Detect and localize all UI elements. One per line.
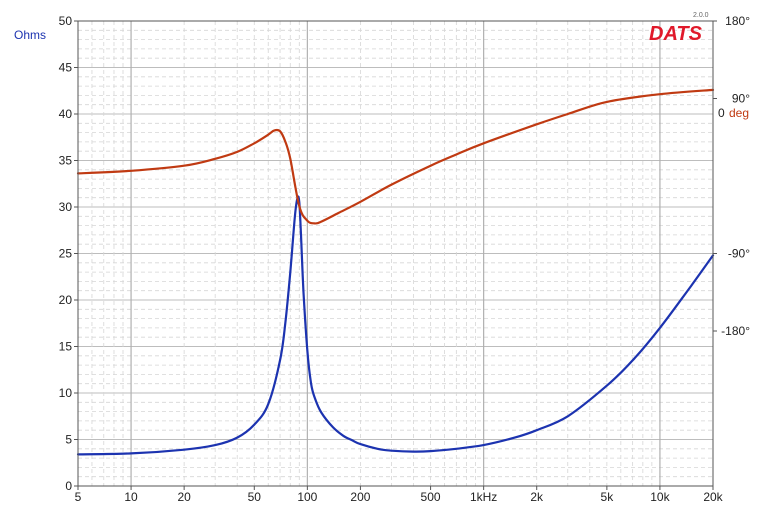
phase-series-line [76, 88, 715, 225]
y-tick-label: 45 [59, 61, 73, 75]
x-tick-label: 10 [124, 490, 138, 504]
x-tick-label: 1kHz [470, 490, 497, 504]
x-tick-label: 200 [350, 490, 370, 504]
phase-tick-label: 90° [732, 92, 750, 106]
y-tick-label: 0 [65, 479, 72, 493]
y-tick-label: 15 [59, 340, 73, 354]
phase-unit-label: deg [729, 106, 749, 120]
y-tick-label: 35 [59, 154, 73, 168]
x-tick-label: 5k [601, 490, 615, 504]
x-tick-label: 10k [650, 490, 670, 504]
x-tick-label: 20 [177, 490, 191, 504]
x-tick-label: 500 [421, 490, 441, 504]
phase-tick-label: 180° [725, 14, 750, 28]
series-layer [76, 88, 715, 456]
impedance-series-line [76, 195, 715, 456]
y-tick-label: 40 [59, 107, 73, 121]
dats-logo: DATS [649, 23, 703, 45]
x-tick-label: 5 [75, 490, 82, 504]
y-tick-label: 25 [59, 247, 73, 261]
y-axis-title: Ohms [14, 28, 46, 42]
x-tick-label: 2k [530, 490, 544, 504]
x-tick-label: 50 [248, 490, 262, 504]
y-tick-label: 5 [65, 433, 72, 447]
phase-unit-value: 0 [718, 106, 725, 120]
y-tick-label: 10 [59, 386, 73, 400]
y-tick-label: 20 [59, 293, 73, 307]
phase-tick-label: -180° [721, 324, 750, 338]
version-label: 2.0.0 [693, 12, 709, 19]
x-tick-label: 20k [703, 490, 723, 504]
x-tick-label: 100 [297, 490, 317, 504]
phase-tick-label: -90° [728, 247, 750, 261]
y-tick-label: 50 [59, 14, 73, 28]
y-tick-label: 30 [59, 200, 73, 214]
